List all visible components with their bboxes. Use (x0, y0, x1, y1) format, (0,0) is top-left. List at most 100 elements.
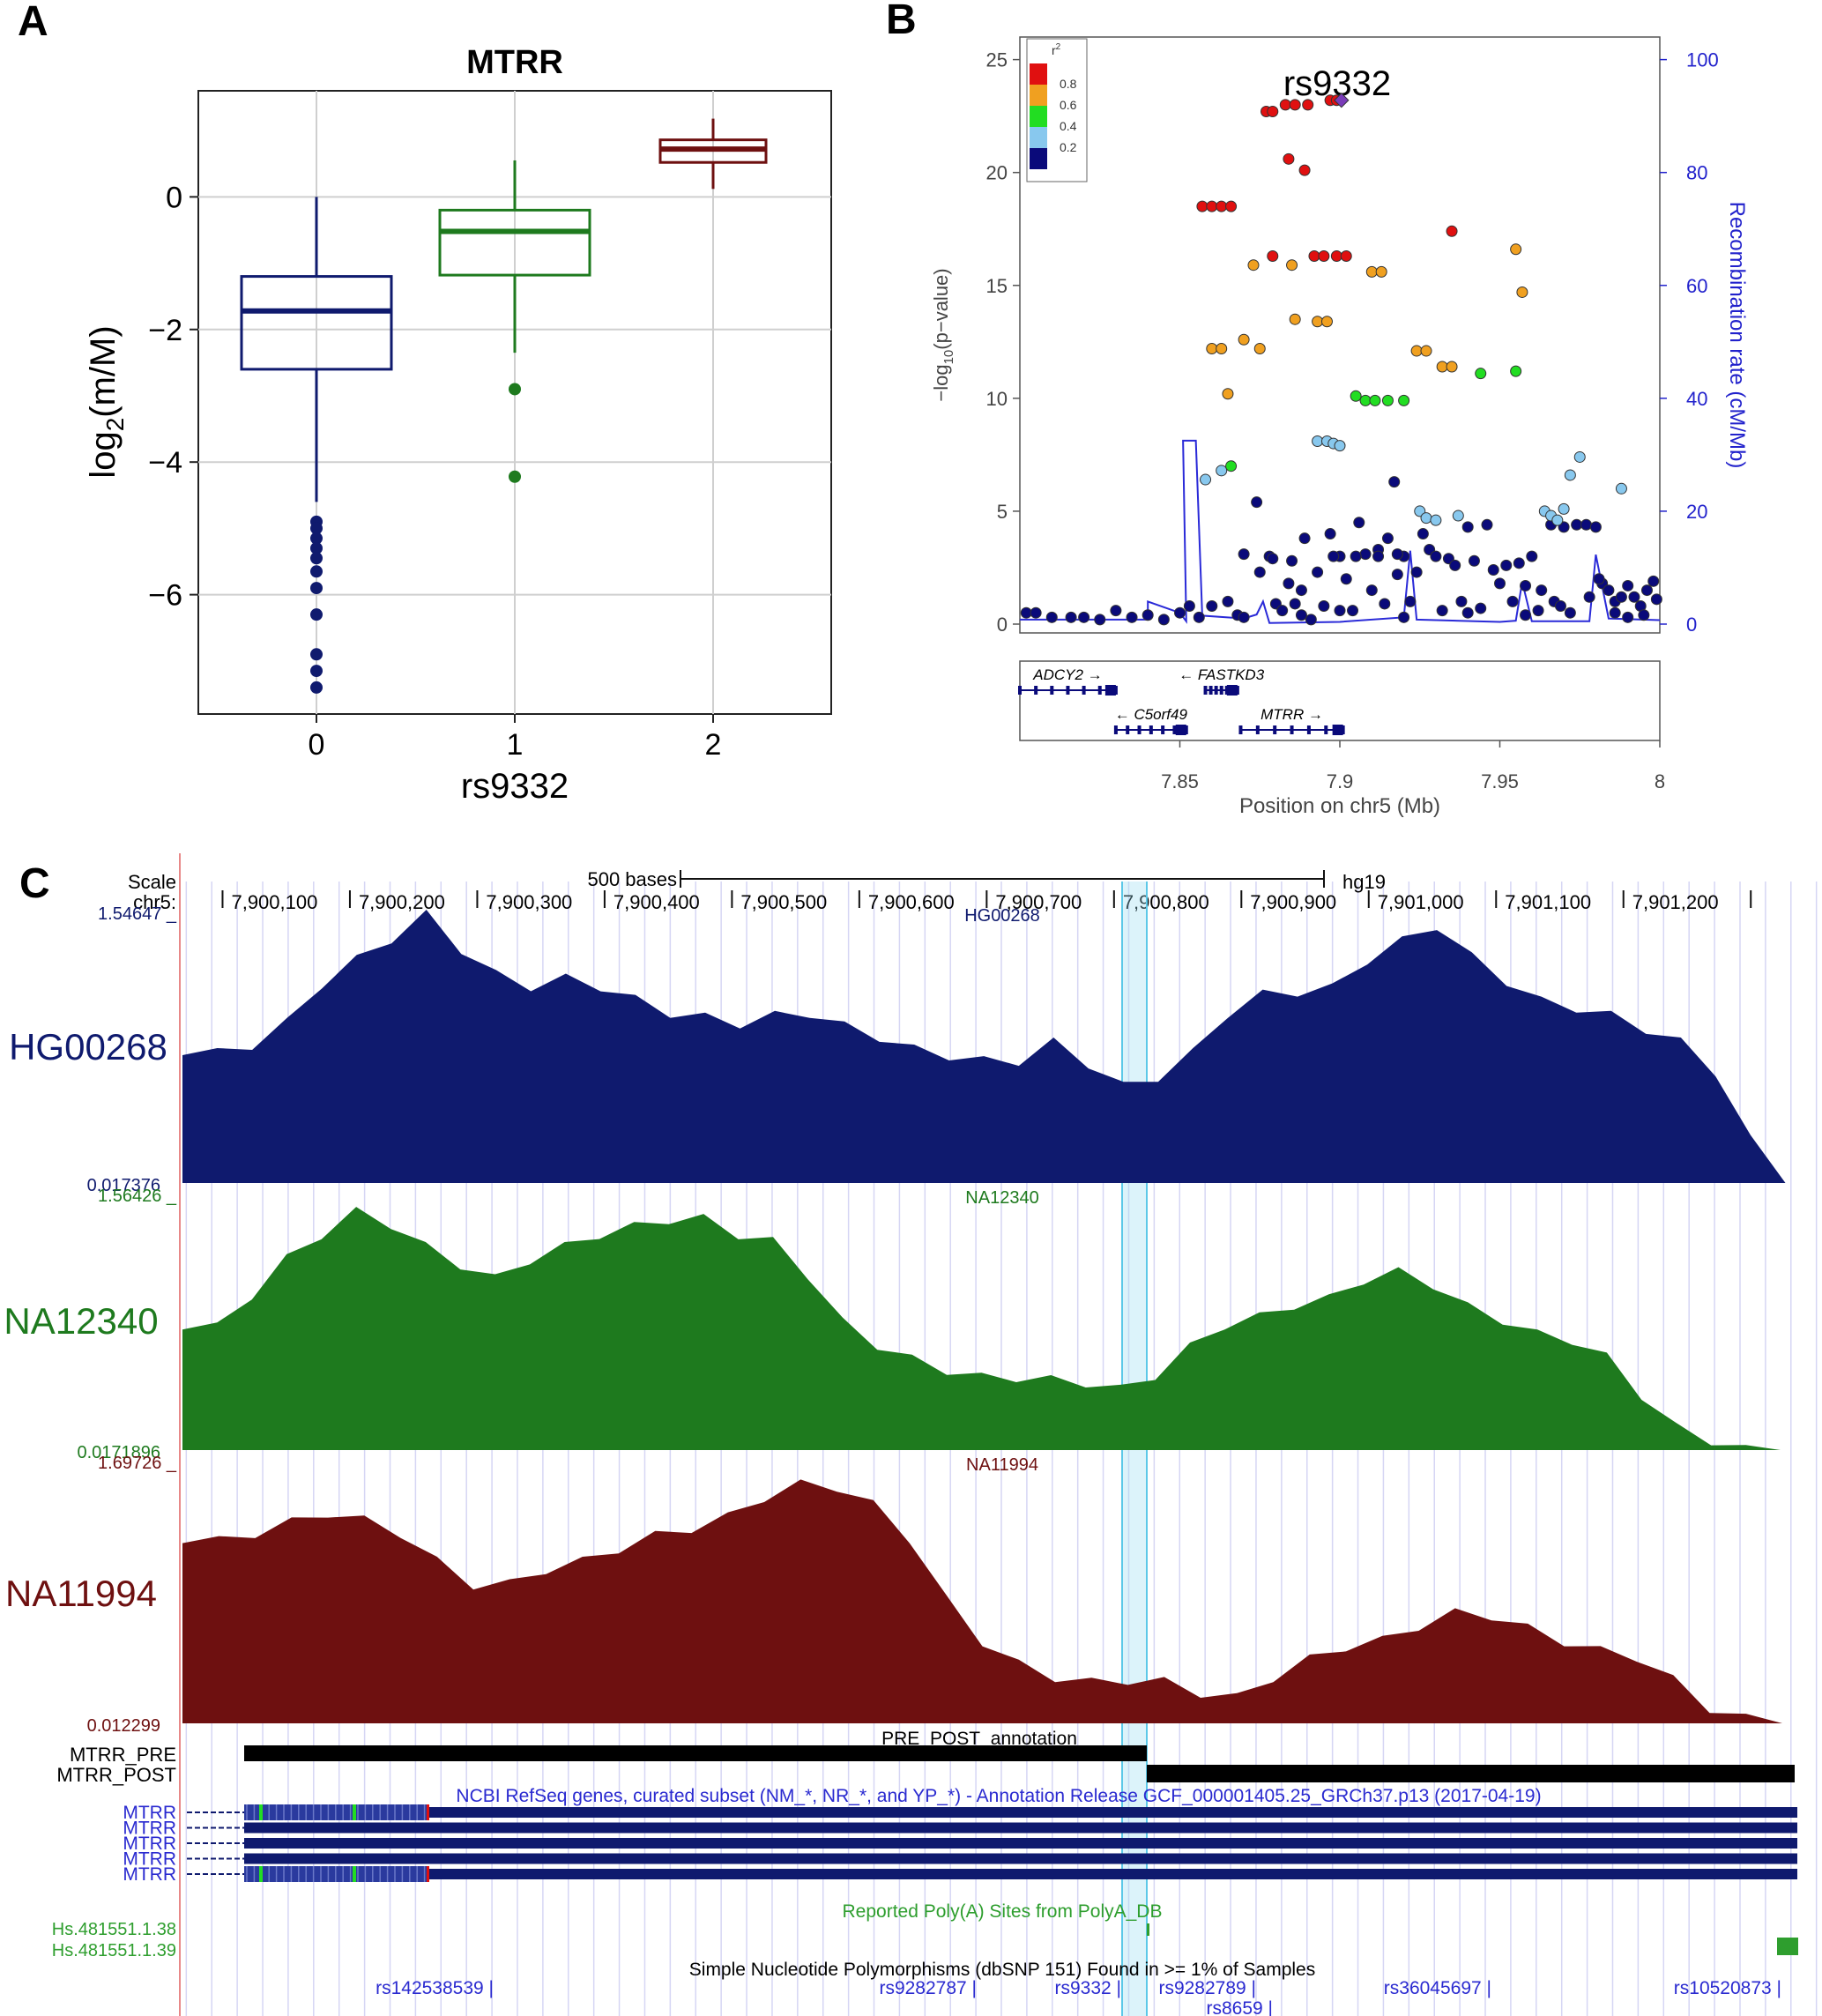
coverage-hg00268 (182, 910, 1820, 1183)
gene-exon (1066, 686, 1070, 695)
snp-point (1174, 606, 1186, 619)
gene-exon (1306, 725, 1311, 734)
snp-point (1298, 532, 1311, 545)
snp-point (1247, 259, 1260, 272)
gene-exon (1219, 686, 1223, 695)
snp-point (1436, 605, 1448, 617)
legend-title-sup: 2 (1056, 42, 1061, 52)
annotation-label-pre: MTRR_PRE (70, 1744, 176, 1766)
snp-point (1410, 566, 1423, 578)
snp-point (1126, 611, 1138, 623)
snp-point (1494, 577, 1506, 590)
scale-label: Scale (128, 871, 176, 893)
x-axis-label-a: rs9332 (461, 767, 569, 806)
snp-point (1312, 435, 1324, 448)
track-min: 0.012299 (87, 1716, 160, 1736)
y-tick-label-b: 0 (997, 614, 1008, 636)
snp-point (1320, 316, 1333, 328)
snp-point (1526, 550, 1538, 562)
snp-point (1238, 333, 1250, 346)
snp-point (1045, 611, 1058, 623)
outlier-point (310, 532, 323, 545)
snp-point (1475, 368, 1487, 380)
snp-point (1580, 518, 1593, 531)
snp-point (1327, 550, 1340, 562)
snp-point (1030, 606, 1042, 619)
snp-point (1420, 345, 1432, 357)
snp-point (1398, 611, 1410, 623)
track-max: 1.69726 _ (98, 1454, 177, 1473)
legend-label: 0.8 (1060, 77, 1077, 91)
snp-point (1020, 606, 1032, 619)
snp-point (1302, 99, 1314, 111)
annotation-pre-bar (244, 1745, 1147, 1761)
ruler-label: 7,901,200 (1632, 891, 1719, 913)
chrom-label: chr5: (133, 891, 176, 913)
gene-exon (1175, 725, 1186, 735)
y2-tick-label-b: 20 (1686, 501, 1707, 523)
outlier-point (310, 552, 323, 565)
snp-point (1430, 514, 1442, 526)
outlier-point (509, 383, 521, 396)
snp-point (1222, 595, 1234, 607)
gene-exon (1226, 685, 1238, 696)
refseq-label: MTRR (123, 1864, 176, 1885)
snp-point (1324, 528, 1336, 540)
snp-point (1340, 573, 1352, 585)
snp-point (1225, 200, 1238, 212)
snp-point (1381, 394, 1394, 406)
refseq-transcript (244, 1853, 1797, 1864)
snp-point (1379, 598, 1391, 610)
snp-point (1253, 566, 1266, 578)
snp-point (1461, 606, 1474, 619)
snp-point (1487, 564, 1499, 577)
snp-point (1571, 518, 1583, 531)
panel-c-genome-browser: Scale chr5: 500 bases hg19 7,900,100 7,90… (4, 853, 1820, 2016)
y-axis-label-b-main: −log (930, 364, 952, 401)
snp-point (1238, 548, 1250, 561)
outlier-point (310, 541, 323, 554)
y-axis-label-a: log2(m/M) (84, 325, 129, 478)
snp-point (1276, 605, 1289, 617)
track-title-na12340: NA12340 (965, 1188, 1038, 1208)
refseq-marker (259, 1804, 263, 1820)
outlier-point (509, 470, 521, 483)
gene-exon (1273, 725, 1277, 734)
snp-point (1196, 200, 1208, 212)
snp-point (1615, 591, 1627, 603)
refseq-title: NCBI RefSeq genes, curated subset (NM_*,… (456, 1786, 1541, 1806)
snp-point (1142, 609, 1154, 621)
recombination-line (1020, 439, 1661, 624)
refseq-label: MTRR (123, 1849, 176, 1870)
snp-point (1615, 482, 1627, 495)
box-1 (438, 208, 591, 277)
snp-point (1391, 569, 1403, 581)
snp-point (1359, 394, 1372, 406)
refseq-transcript (244, 1838, 1797, 1849)
gene-exon (1137, 725, 1142, 734)
y-axis-label-a-base: log (84, 431, 123, 478)
snp-point (1334, 605, 1346, 617)
snp-rs10520873: rs10520873 | (1674, 1978, 1781, 1998)
snp-point (1372, 550, 1385, 562)
snp-point (1267, 249, 1279, 262)
legend-swatch (1030, 148, 1047, 169)
gene-exon (1034, 686, 1038, 695)
legend-swatch (1030, 127, 1047, 148)
snp-point (1286, 554, 1298, 567)
snp-point (1468, 554, 1480, 567)
track-min: 0.017376 (87, 1176, 160, 1195)
axes-b: 0 5 10 15 20 25 0 20 40 60 80 100 7.85 7.9 7.95 8 (986, 49, 1719, 792)
refseq-marker (259, 1866, 263, 1882)
snp-point (1461, 521, 1474, 533)
snp-point (1516, 286, 1528, 298)
gene-exon (1113, 725, 1118, 734)
gene-exon (1290, 725, 1294, 734)
snp-point (1334, 440, 1346, 452)
track-min: 0.0171896 (77, 1443, 160, 1462)
outlier-point (310, 665, 323, 678)
snp-point (1593, 573, 1605, 585)
gene-label-c5orf49: ← C5orf49 (1115, 706, 1188, 723)
y-tick-label-a: −6 (148, 579, 182, 613)
